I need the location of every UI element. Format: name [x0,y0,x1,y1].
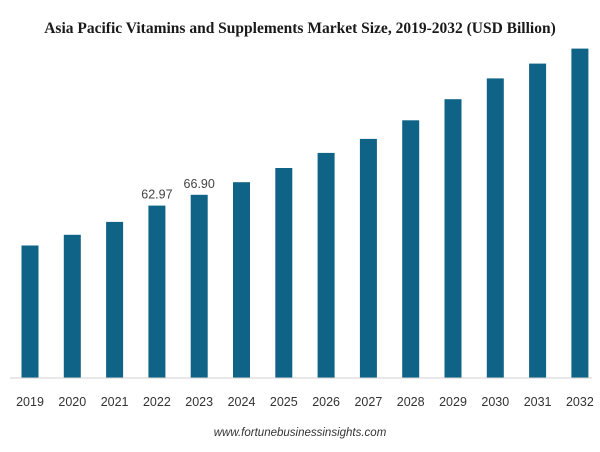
x-tick-label: 2022 [143,395,171,409]
data-label: 62.97 [141,188,172,202]
x-tick-label: 2028 [397,395,425,409]
bar-2030 [486,78,504,379]
bar-2021 [106,221,124,378]
bar-2022 [148,205,166,378]
bar-2023 [190,194,208,378]
bar-2019 [21,245,39,378]
x-tick-label: 2023 [185,395,213,409]
x-tick-label: 2021 [101,395,129,409]
data-labels: 62.97 66.90 [141,177,215,202]
x-tick-label: 2027 [354,395,382,409]
x-tick-label: 2030 [481,395,509,409]
bar-2028 [402,120,420,379]
bar-2024 [233,182,250,378]
bar-2029 [444,99,462,378]
x-tick-label: 2032 [566,395,594,409]
x-tick-label: 2029 [439,395,467,409]
source-attribution: www.fortunebusinessinsights.com [213,427,387,439]
bar-2032 [571,48,589,378]
bar-2027 [359,138,377,378]
bar-2031 [529,63,547,378]
x-tick-label: 2031 [524,395,552,409]
data-label: 66.90 [184,177,215,191]
bars-group [21,48,589,379]
x-tick-labels: 2019 2020 2021 2022 2023 2024 2025 2026 2027 2028… [16,395,594,409]
bar-2026 [317,152,335,378]
x-tick-label: 2020 [58,395,86,409]
bar-2025 [275,168,293,378]
x-tick-label: 2025 [270,395,298,409]
bar-2020 [63,234,81,378]
x-tick-label: 2026 [312,395,340,409]
x-tick-label: 2024 [228,395,256,409]
chart-title: Asia Pacific Vitamins and Supplements Ma… [44,20,556,37]
x-tick-label: 2019 [16,395,44,409]
